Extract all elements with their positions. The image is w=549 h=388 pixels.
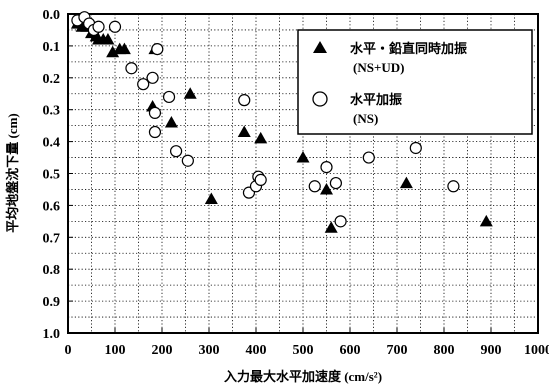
data-point-ns — [181, 154, 194, 167]
x-tick-label: 500 — [293, 343, 314, 358]
legend-label-ns-ud-line2: (NS+UD) — [353, 60, 404, 75]
x-tick-labels: 0 100 200 300 400 500 600 700 800 900 1000 — [65, 328, 549, 358]
y-tick-label: 0.6 — [43, 199, 61, 214]
data-point-ns — [148, 106, 162, 119]
legend-label-ns-ud-line1: 水平・鉛直同時加振 — [350, 41, 467, 56]
x-axis-title: 入力最大水平加速度 (cm/s²) — [224, 369, 382, 384]
data-point-ns-ud — [164, 115, 178, 128]
y-tick-label: 0.4 — [43, 136, 61, 151]
data-point-ns-ud — [479, 214, 493, 227]
y-tick-label: 0.3 — [43, 104, 61, 119]
data-point-ns-ud — [183, 87, 197, 99]
data-point-ns — [238, 94, 251, 107]
data-marks — [70, 11, 493, 233]
data-point-ns-ud — [106, 45, 120, 58]
x-tick-label: 700 — [387, 343, 408, 358]
data-point-ns-ud — [101, 33, 115, 45]
y-tick-label: 0.8 — [43, 263, 61, 278]
data-point-ns-ud — [254, 131, 268, 144]
legend-marker-triangle — [313, 41, 327, 53]
data-point-ns — [148, 125, 162, 139]
y-tick-labels: 0.0 0.1 0.2 0.3 0.4 0.5 0.6 0.7 0.8 0.9 1.0 — [43, 8, 73, 342]
x-tick-label: 800 — [434, 343, 455, 358]
y-axis-title: 平均地盤沈下量 (cm) — [5, 113, 20, 233]
y-tick-label: 0.0 — [43, 8, 61, 23]
data-point-ns-ud — [237, 125, 251, 138]
data-point-ns-ud — [324, 221, 338, 233]
data-point-ns — [334, 215, 347, 228]
x-tick-label: 1000 — [524, 343, 549, 358]
data-point-ns-ud — [320, 182, 333, 195]
data-point-ns — [137, 78, 150, 91]
x-tick-label: 0 — [65, 343, 72, 358]
x-tick-label: 100 — [105, 343, 126, 358]
legend-marker-circle — [312, 91, 328, 107]
data-point-ns — [320, 161, 333, 174]
y-tick-label: 0.7 — [43, 231, 61, 246]
data-point-ns — [92, 20, 105, 33]
data-point-ns-ud — [296, 151, 310, 163]
x-tick-label: 300 — [199, 343, 220, 358]
data-point-ns — [170, 145, 183, 158]
data-point-ns — [108, 20, 122, 33]
data-point-ns — [162, 90, 176, 104]
data-point-ns — [447, 180, 460, 193]
y-tick-label: 0.2 — [43, 72, 61, 87]
x-tick-label: 400 — [246, 343, 267, 358]
y-tick-label: 0.5 — [43, 168, 61, 183]
legend-label-ns-line2: (NS) — [353, 111, 378, 126]
x-tick-label: 600 — [340, 343, 361, 358]
data-point-ns-ud — [204, 192, 218, 205]
data-point-ns — [146, 71, 159, 84]
data-point-ns — [254, 173, 267, 186]
y-tick-label: 0.9 — [43, 295, 61, 310]
legend: 水平・鉛直同時加振 (NS+UD) 水平加振 (NS) — [297, 29, 533, 135]
x-tick-label: 200 — [152, 343, 173, 358]
data-point-ns-ud — [117, 42, 131, 55]
data-point-ns — [308, 180, 321, 193]
data-point-ns-ud — [399, 176, 413, 189]
data-point-ns — [409, 141, 422, 155]
data-point-ns — [151, 42, 164, 56]
data-point-ns — [329, 176, 342, 190]
y-tick-label: 1.0 — [43, 327, 61, 342]
legend-box — [297, 29, 533, 135]
x-tick-label: 900 — [481, 343, 502, 358]
data-point-ns — [125, 62, 138, 75]
y-tick-label: 0.1 — [43, 40, 61, 55]
data-point-ns — [362, 151, 375, 164]
legend-label-ns-line1: 水平加振 — [350, 92, 402, 107]
